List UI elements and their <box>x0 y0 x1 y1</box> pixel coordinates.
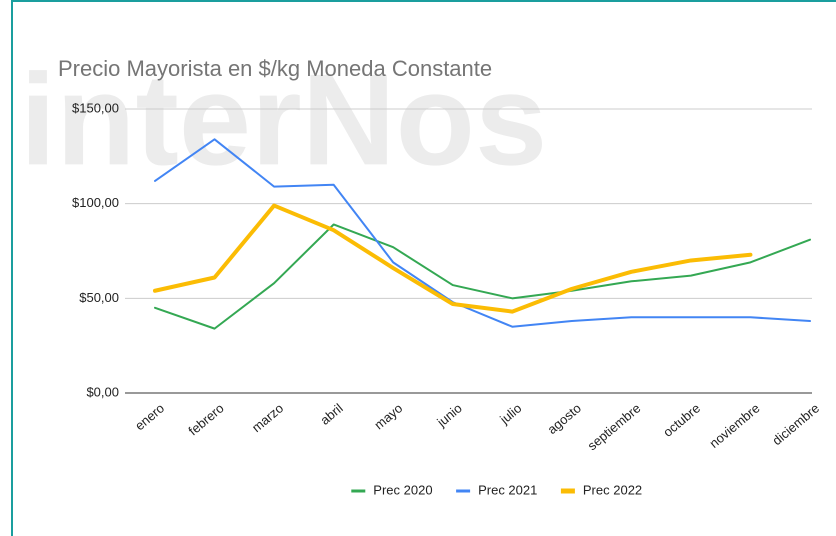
frame <box>11 0 836 536</box>
series-line <box>154 223 811 330</box>
y-tick-label: $50,00 <box>79 290 119 305</box>
y-tick-label: $100,00 <box>72 195 119 210</box>
x-tick-label: agosto <box>544 400 584 437</box>
x-tick-label: junio <box>433 400 464 430</box>
x-tick-label: octubre <box>660 400 703 439</box>
x-tick-label: septiembre <box>585 400 644 453</box>
x-tick-label: abril <box>317 400 346 427</box>
chart-title: Precio Mayorista en $/kg Moneda Constant… <box>58 56 492 81</box>
legend-label: Prec 2021 <box>478 482 537 497</box>
x-tick-label: marzo <box>249 400 286 435</box>
series-line <box>153 203 753 314</box>
y-tick-label: $150,00 <box>72 100 119 115</box>
x-tick-label: julio <box>496 400 524 427</box>
watermark: interNos <box>20 46 547 192</box>
y-tick-label: $0,00 <box>86 384 119 399</box>
x-tick-label: diciembre <box>769 400 822 448</box>
x-tick-label: enero <box>132 400 167 433</box>
legend-label: Prec 2022 <box>583 482 642 497</box>
x-tick-label: febrero <box>185 400 226 438</box>
legend-label: Prec 2020 <box>373 482 432 497</box>
x-tick-label: mayo <box>371 400 405 432</box>
series-line <box>154 138 811 328</box>
x-tick-label: noviembre <box>706 400 762 451</box>
